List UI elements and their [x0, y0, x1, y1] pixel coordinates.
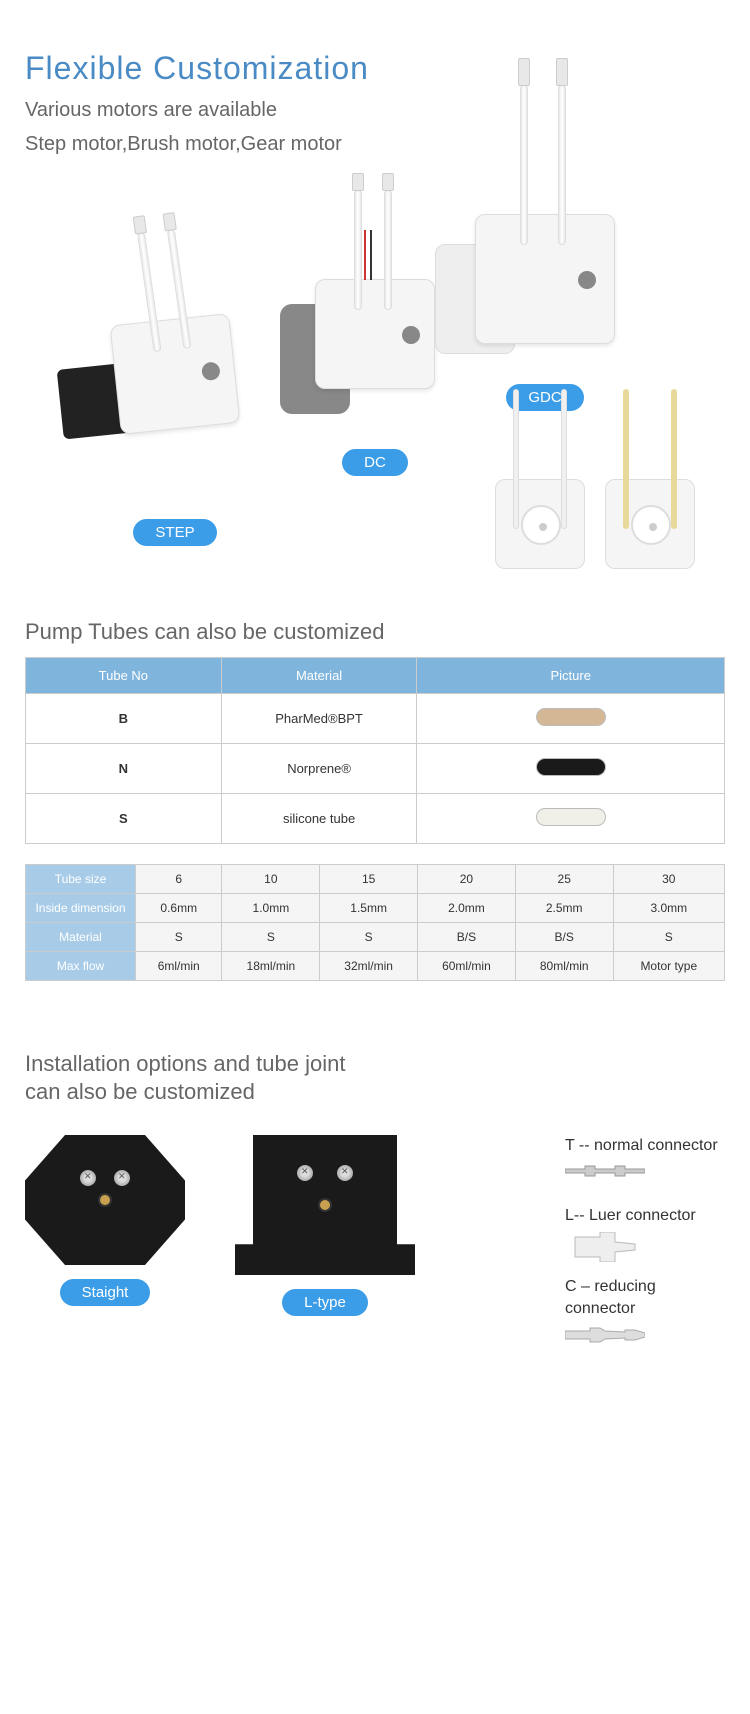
cell: 60ml/min	[418, 952, 516, 981]
cell-material: PharMed®BPT	[221, 694, 417, 744]
subtitle-line-2: Step motor,Brush motor,Gear motor	[25, 129, 725, 159]
cell: B/S	[418, 923, 516, 952]
page-title: Flexible Customization	[25, 50, 725, 87]
install-section-title-1: Installation options and tube joint	[25, 1051, 725, 1077]
cell: B/S	[515, 923, 613, 952]
install-section-title-2: can also be customized	[25, 1079, 725, 1105]
cell: S	[320, 923, 418, 952]
connector-item: T -- normal connector	[565, 1135, 725, 1187]
cell: 6ml/min	[136, 952, 222, 981]
table-row: Max flow6ml/min18ml/min32ml/min60ml/min8…	[26, 952, 725, 981]
cell: 30	[613, 865, 724, 894]
row-header: Tube size	[26, 865, 136, 894]
connectors-list: T -- normal connector L-- Luer connector C…	[565, 1135, 725, 1369]
cell: 32ml/min	[320, 952, 418, 981]
cell: 18ml/min	[222, 952, 320, 981]
tubes-section-title: Pump Tubes can also be customized	[25, 619, 725, 645]
cell: 20	[418, 865, 516, 894]
cell: S	[222, 923, 320, 952]
connector-item: C – reducing connector	[565, 1276, 725, 1351]
mount-staight-img	[25, 1135, 185, 1265]
connector-icon	[565, 1232, 645, 1258]
cell: 6	[136, 865, 222, 894]
cell-picture	[417, 794, 725, 844]
cell-tube-no: S	[26, 794, 222, 844]
connector-label: C – reducing connector	[565, 1276, 725, 1321]
cell-tube-no: B	[26, 694, 222, 744]
connector-icon	[565, 1325, 645, 1351]
cell: 1.5mm	[320, 894, 418, 923]
cell: 0.6mm	[136, 894, 222, 923]
subtitle-line-1: Various motors are available	[25, 95, 725, 125]
connector-label: L-- Luer connector	[565, 1205, 725, 1227]
open-pump-figure	[495, 389, 695, 569]
tube-spec-table: Tube size61015202530Inside dimension0.6m…	[25, 864, 725, 981]
tube-material-table: Tube No Material Picture BPharMed®BPTNNo…	[25, 657, 725, 844]
cell-picture	[417, 694, 725, 744]
cell: 1.0mm	[222, 894, 320, 923]
cell: 15	[320, 865, 418, 894]
table-row: MaterialSSSB/SB/SS	[26, 923, 725, 952]
th-material: Material	[221, 658, 417, 694]
motor-label-step: STEP	[133, 519, 216, 546]
table-row: NNorprene®	[26, 744, 725, 794]
cell: 80ml/min	[515, 952, 613, 981]
table-row: Tube size61015202530	[26, 865, 725, 894]
table-row: Inside dimension0.6mm1.0mm1.5mm2.0mm2.5m…	[26, 894, 725, 923]
cell: S	[136, 923, 222, 952]
cell: 10	[222, 865, 320, 894]
cell: 2.0mm	[418, 894, 516, 923]
cell: 3.0mm	[613, 894, 724, 923]
th-tube-no: Tube No	[26, 658, 222, 694]
cell: S	[613, 923, 724, 952]
cell: Motor type	[613, 952, 724, 981]
row-header: Inside dimension	[26, 894, 136, 923]
mount-label-staight: Staight	[60, 1279, 151, 1306]
motor-label-dc: DC	[342, 449, 408, 476]
cell-material: Norprene®	[221, 744, 417, 794]
table-row: Ssilicone tube	[26, 794, 725, 844]
th-picture: Picture	[417, 658, 725, 694]
row-header: Material	[26, 923, 136, 952]
cell-material: silicone tube	[221, 794, 417, 844]
mount-ltype-img	[235, 1135, 415, 1275]
cell-picture	[417, 744, 725, 794]
row-header: Max flow	[26, 952, 136, 981]
connector-item: L-- Luer connector	[565, 1205, 725, 1257]
mount-label-ltype: L-type	[282, 1289, 368, 1316]
cell: 2.5mm	[515, 894, 613, 923]
connector-label: T -- normal connector	[565, 1135, 725, 1157]
cell: 25	[515, 865, 613, 894]
table-row: BPharMed®BPT	[26, 694, 725, 744]
connector-icon	[565, 1161, 645, 1187]
installation-figure: Staight L-type T -- normal connector L-- …	[25, 1135, 725, 1369]
cell-tube-no: N	[26, 744, 222, 794]
